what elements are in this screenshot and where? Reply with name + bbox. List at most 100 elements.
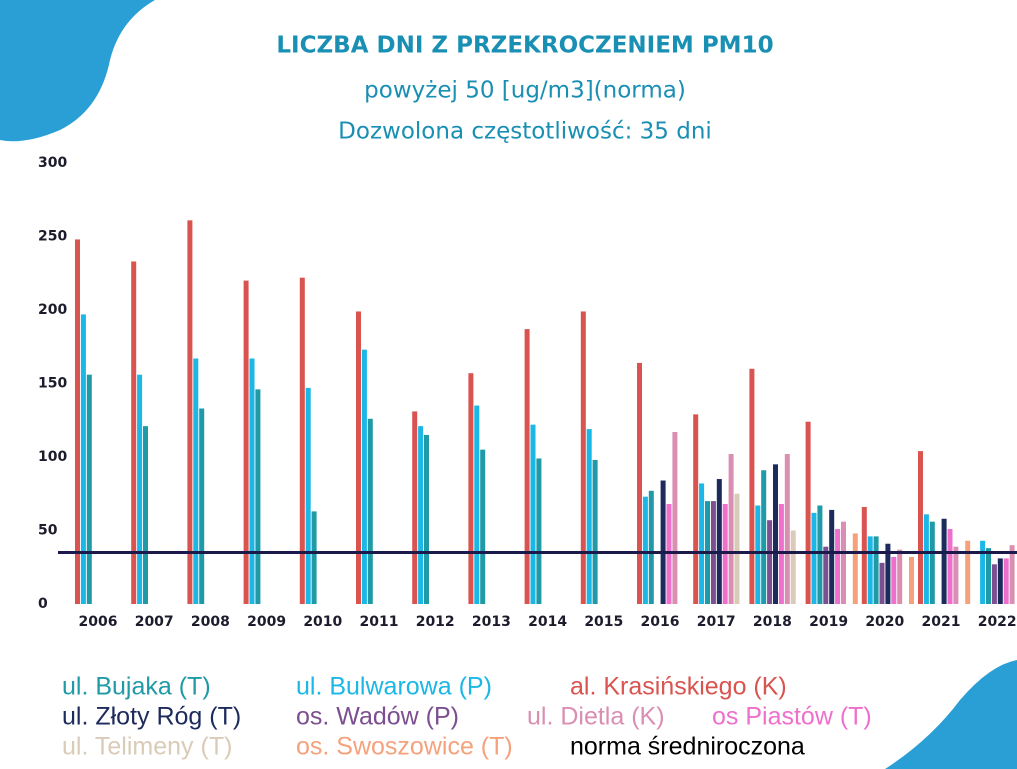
legend-entry: ul. Bulwarowa (P): [296, 673, 492, 701]
legend-entry: ul. Dietla (K): [527, 703, 665, 731]
bar: [356, 311, 361, 604]
x-tick-label: 2011: [360, 614, 399, 630]
x-tick-label: 2016: [641, 614, 680, 630]
bar: [941, 518, 947, 604]
bar: [249, 358, 255, 604]
bar: [767, 520, 773, 604]
y-tick-label: 200: [38, 302, 67, 318]
bar: [143, 426, 148, 604]
bar: [867, 536, 873, 604]
bar: [412, 411, 418, 604]
bar: [790, 530, 796, 604]
x-tick-label: 2008: [191, 614, 230, 630]
legend-entry: ul. Telimeny (T): [62, 733, 232, 761]
bar: [255, 389, 261, 604]
bar: [86, 374, 92, 604]
bar: [418, 426, 424, 604]
bar: [299, 277, 305, 604]
bar: [897, 549, 903, 604]
decor-blob: [885, 660, 1017, 769]
bar: [734, 493, 740, 604]
chart-subtitle: Dozwolona częstotliwość: 35 dni: [338, 119, 712, 145]
y-tick-label: 50: [38, 523, 58, 539]
x-tick-label: 2009: [247, 614, 286, 630]
bar: [524, 329, 530, 604]
bar: [1009, 545, 1015, 604]
legend-entry: norma średniroczona: [570, 733, 805, 761]
bar: [823, 546, 829, 604]
bar: [805, 421, 811, 604]
bar: [784, 454, 790, 604]
bar: [965, 540, 971, 604]
bar: [75, 239, 80, 604]
chart-title: LICZBA DNI Z PRZEKROCZENIEM PM10: [276, 33, 773, 59]
bar: [199, 408, 205, 604]
bar: [187, 220, 193, 604]
y-tick-label: 150: [38, 376, 67, 392]
bar: [991, 564, 997, 604]
legend-entry: ul. Złoty Róg (T): [62, 703, 241, 731]
bar: [891, 556, 897, 604]
bar: [947, 529, 953, 604]
bar: [693, 414, 699, 604]
bar: [852, 533, 858, 604]
bar: [811, 512, 817, 604]
bar: [909, 556, 914, 604]
bar: [361, 349, 367, 604]
x-tick-label: 2022: [978, 614, 1017, 630]
x-tick-label: 2020: [865, 614, 904, 630]
bar: [980, 540, 986, 604]
x-tick-label: 2017: [697, 614, 736, 630]
legend-entry: os Piastów (T): [712, 703, 872, 731]
x-tick-label: 2006: [79, 614, 118, 630]
bar: [1003, 558, 1009, 604]
bar: [305, 387, 311, 604]
bar: [755, 505, 761, 604]
bar: [580, 311, 586, 604]
bar: [885, 543, 891, 604]
bar: [243, 280, 249, 604]
legend-entry: ul. Bujaka (T): [62, 673, 211, 701]
bar: [468, 373, 474, 604]
bar: [672, 432, 678, 604]
bar: [131, 261, 137, 604]
bar: [424, 434, 429, 604]
decor-blob: [0, 0, 155, 142]
bar: [817, 505, 823, 604]
bar: [773, 464, 778, 604]
bar: [761, 470, 767, 604]
bar: [642, 496, 648, 604]
bar: [699, 483, 705, 604]
bar: [953, 546, 959, 604]
bar: [841, 521, 846, 604]
bar: [311, 511, 317, 604]
bar: [873, 536, 879, 604]
legend-entry: os. Wadów (P): [296, 703, 459, 731]
bar: [728, 454, 734, 604]
bar: [637, 362, 642, 604]
chart-subtitle: powyżej 50 [ug/m3](norma): [364, 78, 686, 104]
legend-entry: al. Krasińskiego (K): [570, 673, 787, 701]
x-tick-label: 2007: [135, 614, 174, 630]
bar: [592, 459, 598, 604]
y-tick-label: 100: [38, 449, 67, 465]
x-tick-label: 2019: [809, 614, 848, 630]
bar: [80, 314, 86, 604]
bar: [879, 562, 885, 604]
bar: [660, 480, 666, 604]
x-tick-label: 2021: [922, 614, 961, 630]
bar: [749, 368, 755, 604]
x-tick-label: 2018: [753, 614, 792, 630]
y-tick-label: 0: [38, 596, 48, 612]
y-tick-label: 250: [38, 229, 67, 245]
bar: [137, 374, 143, 604]
x-tick-label: 2014: [528, 614, 567, 630]
bar: [474, 405, 480, 604]
bar: [918, 451, 923, 604]
bar: [986, 548, 991, 604]
bar: [536, 458, 542, 604]
x-tick-label: 2015: [584, 614, 623, 630]
bar: [829, 509, 835, 604]
bar: [586, 429, 592, 604]
